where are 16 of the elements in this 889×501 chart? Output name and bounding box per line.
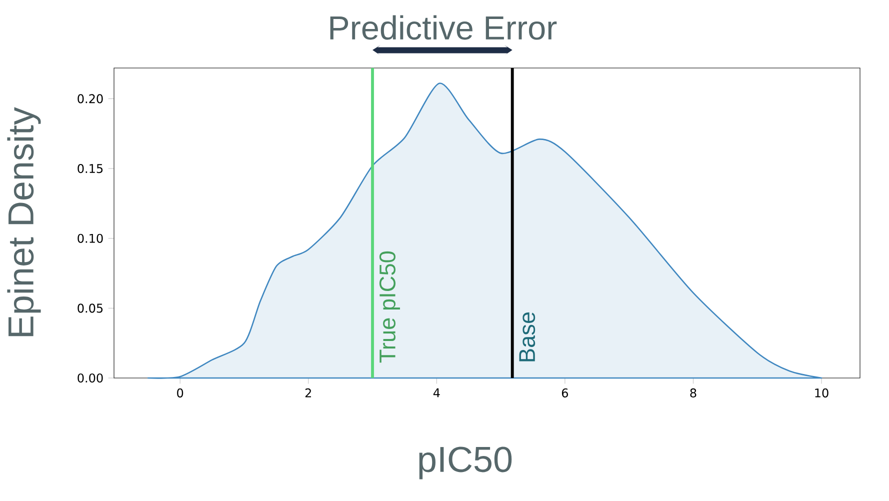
y-tick-label: 0.05: [78, 304, 103, 313]
x-tick-label: 8: [690, 388, 696, 398]
x-tick-label: 6: [562, 388, 568, 398]
y-tick-label: 0.00: [78, 373, 103, 383]
y-axis-title: Epinet Density: [7, 107, 41, 336]
ref-line-label: True pIC50: [379, 251, 400, 363]
text: Predictive Error: [330, 15, 557, 40]
y-tick-label: 0.15: [78, 164, 103, 174]
x-tick-label: 2: [305, 388, 311, 398]
y-tick-label: 0.20: [78, 94, 103, 104]
ref-line-label: Base: [519, 312, 536, 362]
x-tick-label: 4: [433, 388, 440, 398]
x-tick-label: 0: [177, 388, 184, 398]
x-tick-label: 10: [815, 388, 828, 398]
y-tick-label: 0.10: [78, 234, 103, 243]
x-axis-title: pIC50: [419, 446, 512, 480]
